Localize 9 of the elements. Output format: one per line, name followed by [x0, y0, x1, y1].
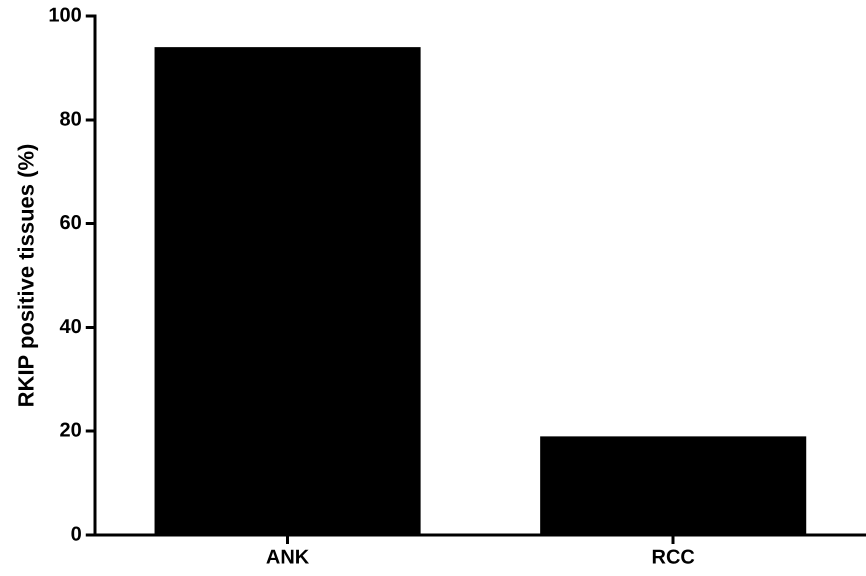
y-axis-title: RKIP positive tissues (%): [13, 144, 38, 408]
y-tick-label: 0: [70, 524, 82, 546]
x-tick-label: RCC: [652, 546, 695, 569]
y-tick-label: 80: [60, 108, 82, 130]
y-tick-label: 20: [60, 420, 82, 442]
y-tick-label: 100: [48, 4, 82, 27]
y-tick-label: 40: [60, 316, 82, 338]
x-tick-label: ANK: [266, 546, 310, 569]
y-tick-label: 60: [60, 212, 82, 234]
